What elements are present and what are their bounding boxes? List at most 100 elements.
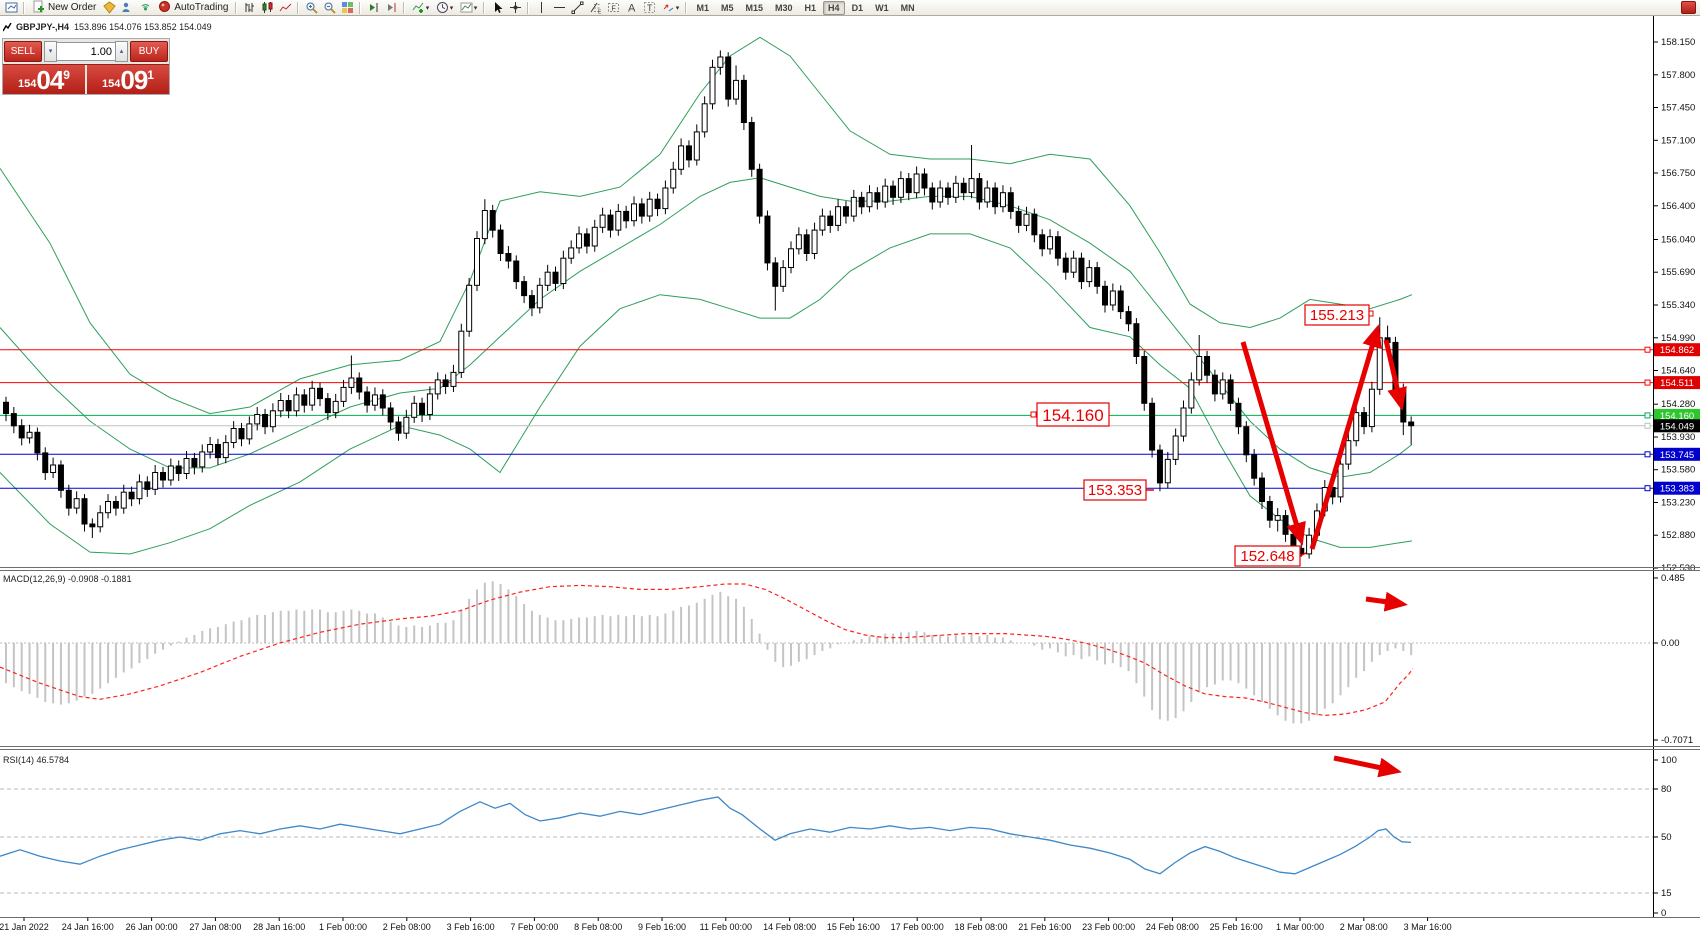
one-click-trading-panel: SELL ▾ ▴ BUY 154 04 9 154 09 1 bbox=[2, 38, 170, 95]
trendline-tool-icon[interactable] bbox=[568, 0, 586, 15]
timeframe-d1-button[interactable]: D1 bbox=[851, 2, 864, 13]
timeframe-mn-button[interactable]: MN bbox=[900, 2, 915, 13]
svg-text:A: A bbox=[628, 3, 636, 15]
svg-text:80: 80 bbox=[1661, 784, 1672, 795]
chevron-down-icon: ▾ bbox=[449, 4, 454, 12]
svg-text:157.800: 157.800 bbox=[1661, 70, 1695, 81]
toolbar-separator bbox=[685, 1, 688, 14]
svg-text:F: F bbox=[611, 6, 615, 13]
symbol-ohlc-values: 153.896 154.076 153.852 154.049 bbox=[74, 22, 212, 32]
svg-text:2 Mar 08:00: 2 Mar 08:00 bbox=[1340, 922, 1388, 932]
symbol-name: GBPJPY-,H4 bbox=[16, 22, 70, 32]
window-indicator-icon[interactable] bbox=[1681, 1, 1696, 14]
bollinger-middle-band bbox=[0, 177, 1413, 478]
buy-price-main: 09 bbox=[120, 65, 148, 95]
fibonacci-tool-icon[interactable]: E bbox=[586, 0, 604, 15]
line-chart-mode-icon[interactable] bbox=[276, 0, 294, 15]
channel-tool-icon[interactable]: F bbox=[604, 0, 622, 15]
volume-increase-button[interactable]: ▴ bbox=[115, 41, 128, 62]
buy-price-display[interactable]: 154 09 1 bbox=[87, 65, 169, 94]
sell-button[interactable]: SELL bbox=[4, 41, 42, 62]
candle-chart-mode-icon[interactable] bbox=[258, 0, 276, 15]
timeframe-m5-button[interactable]: M5 bbox=[720, 2, 734, 13]
svg-text:24 Jan 16:00: 24 Jan 16:00 bbox=[62, 922, 114, 932]
timeframe-h1-button[interactable]: H1 bbox=[804, 2, 817, 13]
add-indicator-button[interactable]: ▾ bbox=[408, 0, 432, 15]
autotrading-button[interactable]: AutoTrading bbox=[154, 0, 232, 15]
svg-text:153.580: 153.580 bbox=[1661, 465, 1695, 476]
svg-text:8 Feb 08:00: 8 Feb 08:00 bbox=[574, 922, 622, 932]
svg-text:152.648: 152.648 bbox=[1240, 548, 1294, 565]
sell-price-main: 04 bbox=[36, 65, 64, 95]
svg-text:3 Mar 16:00: 3 Mar 16:00 bbox=[1404, 922, 1452, 932]
svg-text:11 Feb 00:00: 11 Feb 00:00 bbox=[700, 922, 752, 932]
svg-text:157.450: 157.450 bbox=[1661, 103, 1695, 114]
vertical-line-tool-icon[interactable] bbox=[532, 0, 550, 15]
svg-text:152.880: 152.880 bbox=[1661, 530, 1695, 541]
volume-input[interactable] bbox=[57, 42, 115, 61]
svg-text:153.745: 153.745 bbox=[1660, 450, 1694, 461]
cursor-tool-icon[interactable] bbox=[488, 0, 506, 15]
tile-windows-icon[interactable] bbox=[338, 0, 356, 15]
text-label-tool-icon[interactable]: T bbox=[640, 0, 658, 15]
arrows-tool-button[interactable]: ▾ bbox=[658, 0, 682, 15]
volume-stepper: ▾ ▴ bbox=[44, 41, 128, 62]
zoom-in-icon[interactable] bbox=[302, 0, 320, 15]
rsi-line bbox=[0, 796, 1412, 875]
toolbar-separator bbox=[235, 1, 238, 14]
chevron-down-icon: ▾ bbox=[473, 4, 478, 12]
svg-text:154.049: 154.049 bbox=[1660, 421, 1694, 432]
chevron-down-icon: ▾ bbox=[425, 4, 430, 12]
svg-text:E: E bbox=[598, 10, 602, 15]
signals-icon[interactable] bbox=[136, 0, 154, 15]
svg-text:3 Feb 16:00: 3 Feb 16:00 bbox=[447, 922, 495, 932]
sell-price-pip: 9 bbox=[63, 68, 70, 82]
svg-text:155.690: 155.690 bbox=[1661, 267, 1695, 278]
auto-scroll-icon[interactable] bbox=[364, 0, 382, 15]
svg-text:157.100: 157.100 bbox=[1661, 135, 1695, 146]
svg-text:28 Jan 16:00: 28 Jan 16:00 bbox=[253, 922, 305, 932]
bar-chart-mode-icon[interactable] bbox=[240, 0, 258, 15]
toolbar-separator bbox=[23, 1, 25, 14]
svg-text:156.040: 156.040 bbox=[1661, 235, 1695, 246]
deposit-icon[interactable] bbox=[100, 0, 118, 15]
svg-text:154.640: 154.640 bbox=[1661, 366, 1695, 377]
chart-window-icon[interactable] bbox=[2, 0, 20, 15]
price-annotation bbox=[1036, 402, 1110, 427]
svg-text:21 Feb 16:00: 21 Feb 16:00 bbox=[1018, 922, 1071, 932]
timeframe-m15-button[interactable]: M15 bbox=[745, 2, 764, 13]
timeframe-m30-button[interactable]: M30 bbox=[775, 2, 793, 13]
volume-decrease-button[interactable]: ▾ bbox=[44, 41, 57, 62]
template-button[interactable]: ▾ bbox=[456, 0, 480, 15]
svg-text:0.00: 0.00 bbox=[1661, 638, 1680, 649]
rsi-label: RSI(14) 46.5784 bbox=[3, 755, 70, 765]
timeframe-h4-button[interactable]: H4 bbox=[823, 0, 845, 15]
svg-text:154.862: 154.862 bbox=[1660, 345, 1694, 356]
timeframe-w1-button[interactable]: W1 bbox=[875, 2, 889, 13]
chart-shift-icon[interactable] bbox=[382, 0, 400, 15]
accounts-icon[interactable] bbox=[118, 0, 136, 15]
svg-text:25 Feb 16:00: 25 Feb 16:00 bbox=[1210, 922, 1263, 932]
timeframe-m1-button[interactable]: M1 bbox=[696, 2, 709, 13]
zoom-out-icon[interactable] bbox=[320, 0, 338, 15]
chevron-down-icon: ▾ bbox=[675, 4, 680, 12]
sell-price-display[interactable]: 154 04 9 bbox=[3, 65, 85, 94]
svg-text:1 Mar 00:00: 1 Mar 00:00 bbox=[1276, 922, 1324, 932]
svg-text:156.750: 156.750 bbox=[1661, 168, 1695, 179]
svg-text:9 Feb 16:00: 9 Feb 16:00 bbox=[638, 922, 686, 932]
horizontal-line-tool-icon[interactable] bbox=[550, 0, 568, 15]
crosshair-tool-icon[interactable] bbox=[506, 0, 524, 15]
new-order-button[interactable]: New Order bbox=[28, 0, 100, 15]
toolbar-separator bbox=[483, 1, 486, 14]
svg-text:18 Feb 08:00: 18 Feb 08:00 bbox=[954, 922, 1007, 932]
svg-text:152.530: 152.530 bbox=[1661, 563, 1695, 574]
buy-button[interactable]: BUY bbox=[130, 41, 168, 62]
svg-text:24 Feb 08:00: 24 Feb 08:00 bbox=[1146, 922, 1199, 932]
chart-title: GBPJPY-,H4 153.896 154.076 153.852 154.0… bbox=[3, 22, 212, 32]
svg-text:-0.7071: -0.7071 bbox=[1661, 735, 1693, 746]
autotrading-icon bbox=[158, 0, 171, 16]
text-tool-icon[interactable]: A bbox=[622, 0, 640, 15]
toolbar-separator bbox=[297, 1, 300, 14]
period-button[interactable]: ▾ bbox=[432, 0, 456, 15]
